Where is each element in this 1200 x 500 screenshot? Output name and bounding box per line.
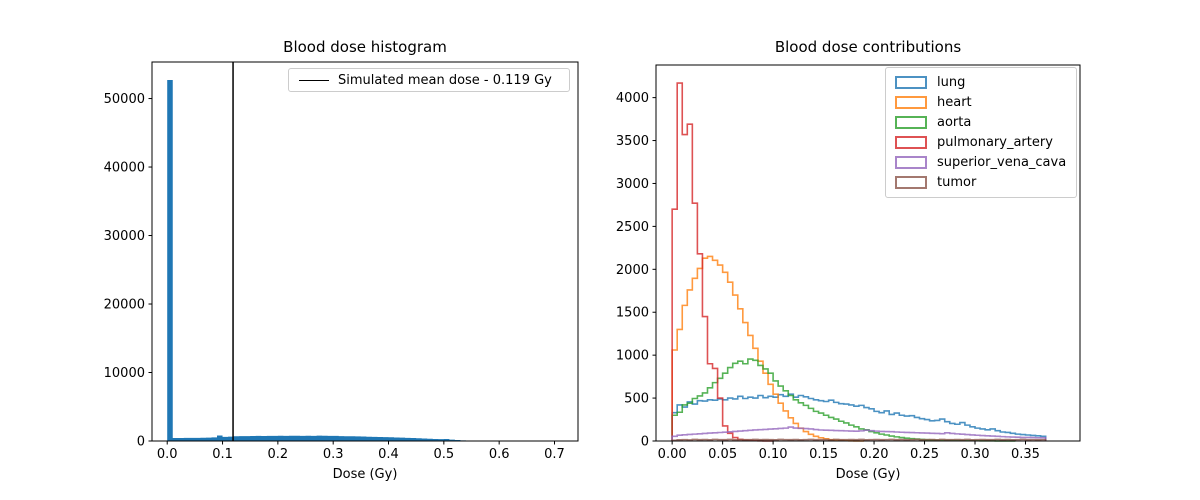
legend-entry-tumor: tumor — [895, 175, 1076, 190]
x-tick-label: 0.15 — [809, 447, 838, 462]
tumor-histogram-line — [671, 438, 1047, 442]
aorta-swatch — [895, 115, 927, 129]
x-tick-label: 0.00 — [658, 447, 687, 462]
y-tick-label: 3500 — [616, 134, 649, 149]
x-tick-label: 0.7 — [544, 447, 565, 462]
y-tick-label: 20000 — [104, 298, 145, 313]
x-tick-label: 0.0 — [157, 447, 178, 462]
legend-entry-superior_vena_cava: superior_vena_cava — [895, 155, 1076, 170]
y-tick-label: 30000 — [104, 229, 145, 244]
heart-swatch — [895, 95, 927, 109]
pulmonary_artery-histogram-line — [671, 82, 774, 442]
mean-dose-legend: Simulated mean dose - 0.119 Gy — [288, 68, 570, 92]
y-tick-label: 4000 — [616, 91, 649, 106]
tumor-swatch — [895, 176, 927, 190]
legend-label-lung: lung — [937, 74, 966, 90]
x-tick-label: 0.3 — [323, 447, 344, 462]
y-tick-label: 2500 — [616, 220, 649, 235]
left-x-axis-label: Dose (Gy) — [332, 467, 398, 482]
y-tick-label: 40000 — [104, 161, 145, 176]
mean-dose-legend-label: Simulated mean dose - 0.119 Gy — [338, 72, 552, 88]
x-tick-label: 0.25 — [910, 447, 939, 462]
x-tick-label: 0.05 — [708, 447, 737, 462]
x-tick-label: 0.5 — [433, 447, 454, 462]
dose-histogram-bars — [167, 80, 478, 442]
superior_vena_cava-histogram-line — [671, 426, 1047, 441]
x-tick-label: 0.30 — [961, 447, 990, 462]
y-tick-label: 50000 — [104, 92, 145, 107]
superior_vena_cava-swatch — [895, 156, 927, 170]
right-x-axis-label: Dose (Gy) — [835, 467, 901, 482]
legend-entry-lung: lung — [895, 75, 1076, 90]
x-tick-label: 0.1 — [212, 447, 233, 462]
x-tick-label: 0.20 — [860, 447, 889, 462]
right-chart-title: Blood dose contributions — [774, 38, 962, 56]
legend-label-pulmonary_artery: pulmonary_artery — [937, 135, 1053, 151]
legend-label-superior_vena_cava: superior_vena_cava — [937, 155, 1067, 171]
lung-swatch — [895, 75, 927, 89]
x-tick-label: 0.6 — [489, 447, 510, 462]
legend-entry-heart: heart — [895, 95, 1076, 110]
y-tick-label: 1500 — [616, 306, 649, 321]
axes-frame — [151, 61, 579, 442]
x-tick-label: 0.4 — [378, 447, 399, 462]
y-tick-label: 0 — [137, 435, 145, 450]
legend-label-aorta: aorta — [937, 114, 972, 130]
axes-frame — [655, 64, 1081, 442]
legend-label-heart: heart — [937, 94, 972, 110]
lung-histogram-line — [671, 393, 1047, 441]
y-tick-label: 500 — [624, 392, 649, 407]
y-tick-label: 2000 — [616, 263, 649, 278]
y-tick-label: 0 — [641, 435, 649, 450]
mean-dose-line-swatch — [299, 79, 329, 81]
contributions-legend: lung heart aorta pulmonary_artery superior_v… — [885, 67, 1077, 198]
y-tick-label: 1000 — [616, 349, 649, 364]
left-chart-title: Blood dose histogram — [283, 38, 447, 56]
x-tick-label: 0.10 — [759, 447, 788, 462]
legend-label-tumor: tumor — [937, 175, 977, 191]
legend-entry-pulmonary_artery: pulmonary_artery — [895, 135, 1076, 150]
x-tick-label: 0.35 — [1011, 447, 1040, 462]
y-tick-label: 3000 — [616, 177, 649, 192]
y-tick-label: 10000 — [104, 366, 145, 381]
legend-entry-aorta: aorta — [895, 115, 1076, 130]
x-tick-label: 0.2 — [268, 447, 289, 462]
pulmonary_artery-swatch — [895, 136, 927, 150]
heart-histogram-line — [671, 255, 865, 442]
